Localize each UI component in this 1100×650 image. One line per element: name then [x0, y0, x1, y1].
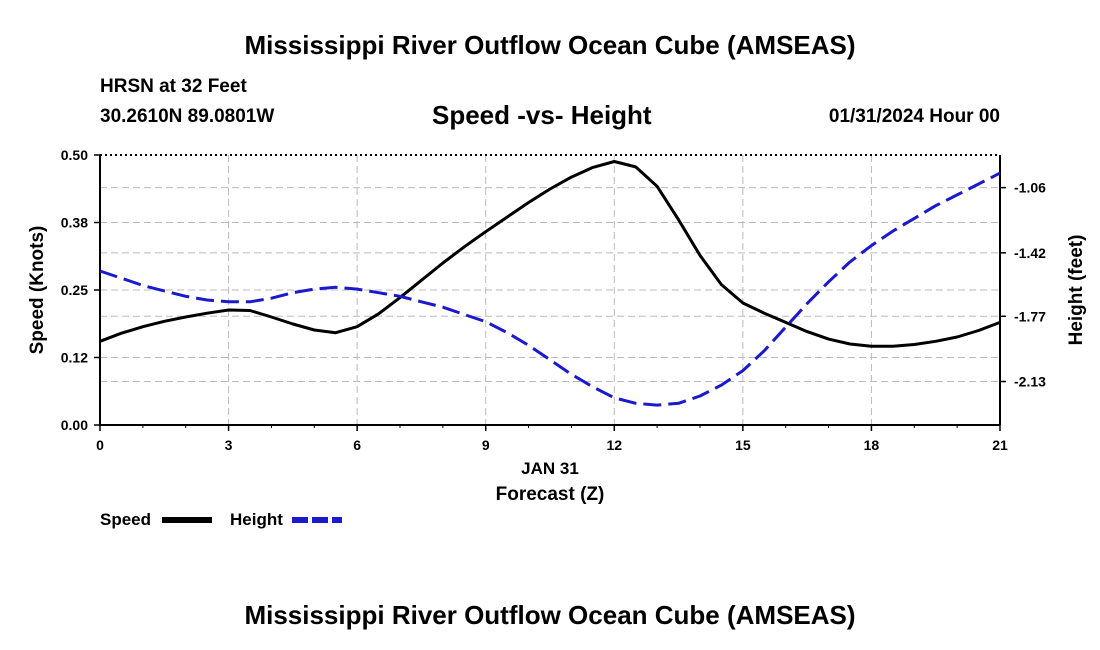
legend-height-label: Height — [230, 510, 283, 529]
legend-height-line — [292, 517, 342, 523]
x-tick-label: 0 — [96, 437, 104, 453]
x-tick-label: 15 — [735, 437, 751, 453]
x-axis-label: Forecast (Z) — [496, 484, 605, 505]
y-tick-label: 0.00 — [61, 417, 88, 433]
y2-tick-label: -1.77 — [1014, 308, 1046, 324]
y2-tick-label: -1.06 — [1014, 180, 1046, 196]
main-title: Mississippi River Outflow Ocean Cube (AM… — [244, 30, 856, 60]
coordinates-label: 30.2610N 89.0801W — [100, 106, 275, 127]
legend-speed-label: Speed — [100, 510, 152, 529]
legend-speed-line — [162, 517, 212, 523]
y-tick-label: 0.25 — [61, 282, 88, 298]
y2-tick-label: -2.13 — [1014, 374, 1046, 390]
speed-series-line — [99, 160, 1001, 348]
speed-height-chart: 0 3 6 9 12 15 18 21 0.00 0.12 0.25 0.38 0.50 -2.13 -1.… — [27, 147, 1087, 505]
y-tick-label: 0.38 — [61, 215, 88, 231]
x-axis-date-label: JAN 31 — [521, 459, 579, 478]
chart-title: Speed -vs- Height — [432, 100, 652, 130]
x-tick-label: 3 — [225, 437, 233, 453]
footer-title: Mississippi River Outflow Ocean Cube (AM… — [244, 600, 856, 630]
x-tick-label: 18 — [864, 437, 880, 453]
height-series-line — [99, 171, 1001, 407]
y-axis-label: Speed (Knots) — [27, 226, 48, 355]
x-tick-label: 21 — [992, 437, 1008, 453]
station-label: HRSN at 32 Feet — [100, 76, 247, 97]
y-tick-label: 0.50 — [61, 147, 88, 163]
y2-axis-label: Height (feet) — [1066, 235, 1087, 346]
x-tick-label: 12 — [606, 437, 622, 453]
x-tick-label: 9 — [482, 437, 490, 453]
datetime-label: 01/31/2024 Hour 00 — [828, 106, 1000, 127]
x-tick-label: 6 — [353, 437, 361, 453]
y-tick-label: 0.12 — [61, 350, 88, 366]
y2-tick-label: -1.42 — [1014, 245, 1046, 261]
